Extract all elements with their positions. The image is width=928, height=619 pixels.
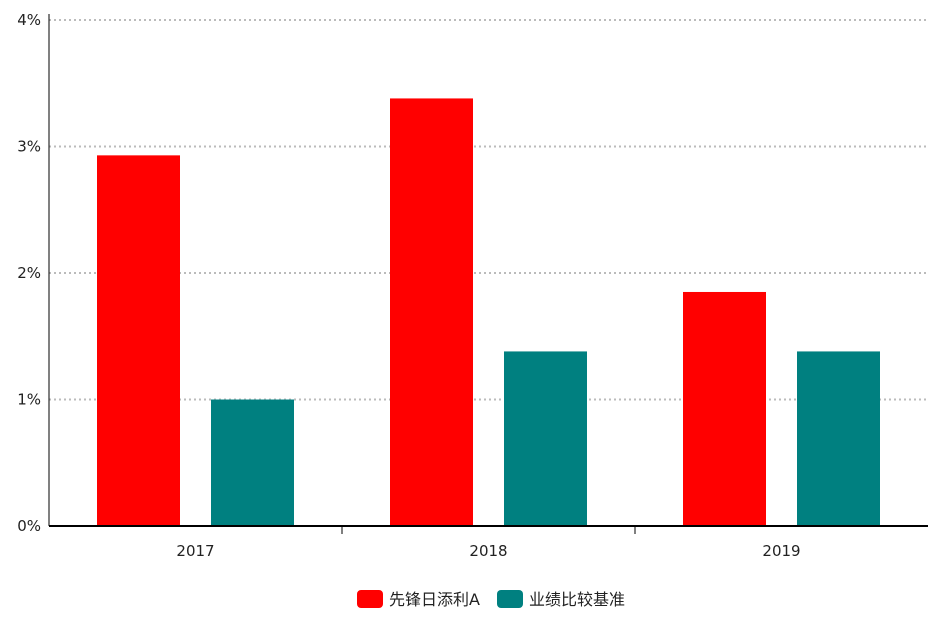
bar <box>390 98 473 527</box>
x-tick-label: 2018 <box>469 542 507 560</box>
y-tick-label: 2% <box>17 264 41 282</box>
bar <box>683 291 766 526</box>
axes: 0% 1% 2% 3% 4% 2017 2018 2019 <box>17 11 928 560</box>
bars <box>97 98 880 527</box>
legend: 先锋日添利A 业绩比较基准 <box>357 590 625 609</box>
y-tick-label: 4% <box>17 11 41 29</box>
y-tick-label: 1% <box>17 391 41 409</box>
bar <box>504 351 587 526</box>
x-tick-label: 2019 <box>762 542 800 560</box>
legend-swatch <box>497 590 523 608</box>
gridlines <box>49 19 928 401</box>
y-tick-label: 3% <box>17 138 41 156</box>
y-tick-label: 0% <box>17 517 41 535</box>
bar <box>211 399 294 526</box>
legend-swatch <box>357 590 383 608</box>
legend-label: 业绩比较基准 <box>529 590 625 609</box>
bar <box>97 155 180 527</box>
bar <box>797 351 880 526</box>
legend-label: 先锋日添利A <box>389 590 480 609</box>
x-tick-label: 2017 <box>176 542 214 560</box>
